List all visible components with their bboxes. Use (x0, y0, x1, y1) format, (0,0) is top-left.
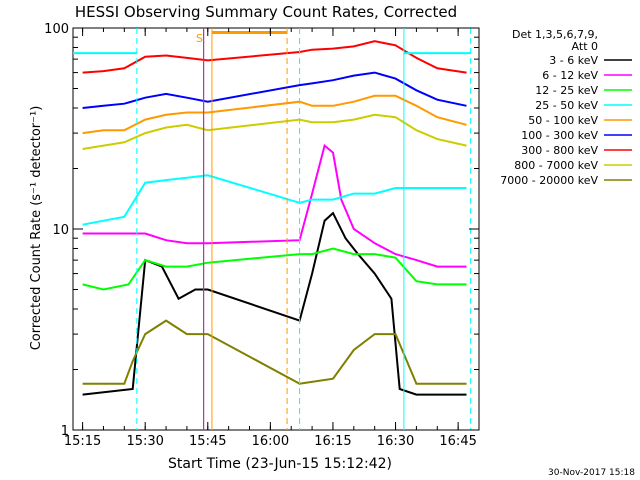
y-tick-label: 100 (44, 22, 69, 37)
series-line-4 (82, 174, 467, 226)
series-line-6 (82, 71, 467, 109)
series-line-8 (82, 113, 467, 150)
legend-entry-label: 7000 - 20000 keV (500, 174, 598, 187)
axis-layer: 15:15 15:30 15:45 16:00 16:15 16:30 16:45 1 10 10… (44, 22, 480, 449)
series-line-1 (82, 211, 467, 396)
x-tick-label: 16:45 (439, 434, 476, 449)
series-line-5 (82, 94, 467, 135)
y-tick-label: 1 (61, 424, 69, 439)
legend-entry-label: 100 - 300 keV (521, 129, 598, 142)
series-layer (82, 40, 467, 396)
legend: Det 1,3,5,6,7,9,Att 03 - 6 keV 6 - 12 keV… (500, 28, 632, 187)
legend-entry-label: 50 - 100 keV (528, 114, 598, 127)
x-tick-label: 16:00 (252, 434, 289, 449)
legend-header: Att 0 (572, 40, 598, 53)
series-line-9 (82, 319, 467, 385)
x-tick-label: 16:15 (314, 434, 351, 449)
legend-entry-label: 6 - 12 keV (542, 69, 598, 82)
legend-entry-label: 800 - 7000 keV (514, 159, 598, 172)
legend-header: Det 1,3,5,6,7,9, (512, 28, 598, 41)
series-line-2 (82, 143, 467, 268)
legend-entry-label: 300 - 800 keV (521, 144, 598, 157)
legend-entry-label: 12 - 25 keV (535, 84, 598, 97)
y-axis-label: Corrected Count Rate (s⁻¹ detector⁻¹) (29, 106, 44, 351)
y-tick-label: 10 (52, 223, 69, 238)
legend-entry-label: 3 - 6 keV (549, 54, 598, 67)
saa-label: S (196, 32, 203, 45)
series-line-7 (82, 40, 467, 74)
x-axis-label: Start Time (23-Jun-15 15:12:42) (168, 456, 392, 472)
x-tick-label: 16:30 (377, 434, 414, 449)
series-line-3 (82, 247, 467, 291)
chart-title: HESSI Observing Summary Count Rates, Cor… (75, 3, 457, 21)
date-stamp: 30-Nov-2017 15:18 (548, 468, 635, 478)
x-tick-label: 15:30 (126, 434, 163, 449)
x-tick-label: 15:15 (64, 434, 101, 449)
x-tick-label: 15:45 (189, 434, 226, 449)
legend-entry-label: 25 - 50 keV (535, 99, 598, 112)
